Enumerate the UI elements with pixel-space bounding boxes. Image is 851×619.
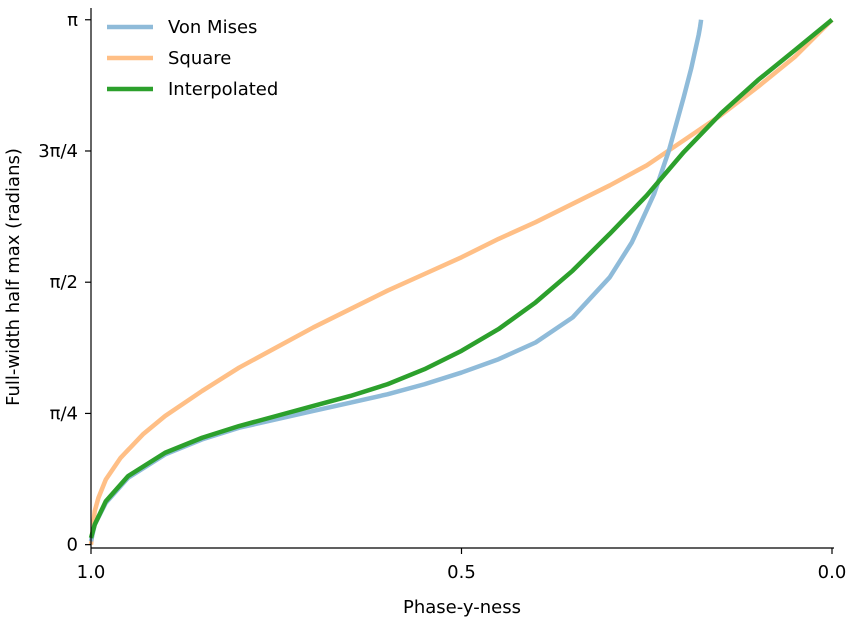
series-line-square <box>88 18 834 545</box>
axes <box>90 8 834 549</box>
x-tick-label: 0.0 <box>818 562 847 583</box>
y-tick-label: 0 <box>67 535 78 556</box>
y-tick-label: π <box>67 10 78 31</box>
legend-label: Interpolated <box>168 79 278 100</box>
x-tick-label: 1.0 <box>77 562 106 583</box>
y-tick-label: π/2 <box>50 272 78 293</box>
x-tick-label: 0.5 <box>447 562 476 583</box>
y-axis-label: Full-width half max (radians) <box>3 148 24 406</box>
y-tick-label: π/4 <box>50 403 78 424</box>
x-axis-label: Phase-y-ness <box>403 597 521 618</box>
legend-label: Square <box>168 48 231 69</box>
y-tick-label: 3π/4 <box>38 141 78 162</box>
legend-label: Von Mises <box>168 17 257 38</box>
series-line-interpolated <box>88 18 834 539</box>
ticks: 1.0 0.5 0.0 0 π/4 π/2 3π/4 π <box>38 10 846 583</box>
legend: Von Mises Square Interpolated <box>107 17 278 100</box>
plot-lines <box>88 18 834 545</box>
